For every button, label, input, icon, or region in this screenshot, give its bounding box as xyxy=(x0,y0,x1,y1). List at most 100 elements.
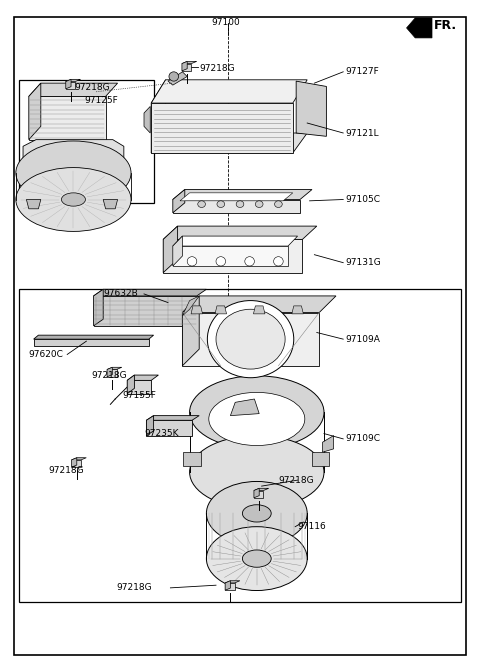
Polygon shape xyxy=(296,81,326,136)
Ellipse shape xyxy=(274,257,283,266)
Polygon shape xyxy=(127,380,151,394)
Polygon shape xyxy=(151,133,307,153)
Polygon shape xyxy=(254,488,259,498)
Polygon shape xyxy=(107,370,117,377)
Text: 97127F: 97127F xyxy=(346,67,379,76)
Text: 97218G: 97218G xyxy=(117,583,152,593)
Polygon shape xyxy=(182,61,187,71)
Polygon shape xyxy=(254,491,264,498)
Ellipse shape xyxy=(275,201,282,207)
Bar xyxy=(19,289,461,602)
Polygon shape xyxy=(230,399,259,416)
Polygon shape xyxy=(29,83,41,140)
Polygon shape xyxy=(173,236,298,246)
Polygon shape xyxy=(151,80,307,103)
Ellipse shape xyxy=(190,376,324,449)
Polygon shape xyxy=(66,79,71,89)
Ellipse shape xyxy=(216,257,226,266)
Polygon shape xyxy=(292,306,303,314)
Text: 97155F: 97155F xyxy=(122,391,156,400)
Text: 97131G: 97131G xyxy=(346,258,381,267)
Ellipse shape xyxy=(245,257,254,266)
Polygon shape xyxy=(163,226,178,273)
Polygon shape xyxy=(173,246,288,266)
Polygon shape xyxy=(225,583,235,591)
Ellipse shape xyxy=(217,201,225,207)
Polygon shape xyxy=(26,200,41,209)
Polygon shape xyxy=(103,200,118,209)
Polygon shape xyxy=(94,296,197,326)
Polygon shape xyxy=(107,367,112,377)
Text: 97100: 97100 xyxy=(211,17,240,27)
Ellipse shape xyxy=(190,436,324,509)
Polygon shape xyxy=(72,458,86,460)
Polygon shape xyxy=(146,416,199,420)
Ellipse shape xyxy=(242,505,271,522)
Polygon shape xyxy=(183,452,201,466)
Text: 97235K: 97235K xyxy=(144,429,179,438)
Text: 97218G: 97218G xyxy=(199,64,235,73)
Polygon shape xyxy=(182,296,199,316)
Polygon shape xyxy=(127,375,158,380)
Polygon shape xyxy=(163,226,317,239)
Polygon shape xyxy=(173,200,300,213)
Polygon shape xyxy=(144,106,150,133)
Text: 97109C: 97109C xyxy=(346,434,381,444)
Text: 97620C: 97620C xyxy=(29,350,64,359)
Ellipse shape xyxy=(16,168,131,231)
Ellipse shape xyxy=(206,481,307,545)
Polygon shape xyxy=(23,140,124,170)
Polygon shape xyxy=(168,72,187,85)
Polygon shape xyxy=(163,239,302,273)
Polygon shape xyxy=(151,103,293,153)
Polygon shape xyxy=(225,581,230,591)
Polygon shape xyxy=(29,96,106,140)
Ellipse shape xyxy=(255,201,263,207)
Polygon shape xyxy=(407,18,432,38)
Polygon shape xyxy=(253,306,265,314)
Text: 97218G: 97218G xyxy=(91,371,127,380)
Polygon shape xyxy=(127,375,134,394)
Polygon shape xyxy=(182,313,319,366)
Polygon shape xyxy=(94,289,103,326)
Polygon shape xyxy=(254,488,269,491)
Ellipse shape xyxy=(206,527,307,591)
Text: 97105C: 97105C xyxy=(346,195,381,204)
Polygon shape xyxy=(173,236,182,266)
Polygon shape xyxy=(173,190,312,200)
Polygon shape xyxy=(323,436,334,452)
Text: 97632B: 97632B xyxy=(103,289,138,299)
Polygon shape xyxy=(312,452,329,466)
Text: 97218G: 97218G xyxy=(48,465,84,475)
Ellipse shape xyxy=(16,141,131,205)
Ellipse shape xyxy=(169,72,179,81)
Polygon shape xyxy=(34,339,149,346)
Polygon shape xyxy=(34,335,154,339)
Polygon shape xyxy=(191,306,203,314)
Ellipse shape xyxy=(187,257,197,266)
Text: 97218G: 97218G xyxy=(278,475,314,485)
Text: 97109A: 97109A xyxy=(346,334,381,344)
Polygon shape xyxy=(182,296,336,313)
Polygon shape xyxy=(146,420,192,436)
Text: 97116: 97116 xyxy=(298,522,326,531)
Ellipse shape xyxy=(242,550,271,567)
Ellipse shape xyxy=(209,392,305,446)
Polygon shape xyxy=(225,581,240,583)
Polygon shape xyxy=(66,79,81,82)
Polygon shape xyxy=(182,296,199,366)
Ellipse shape xyxy=(61,193,85,206)
Polygon shape xyxy=(72,460,81,467)
Polygon shape xyxy=(182,64,192,71)
Polygon shape xyxy=(182,61,197,64)
Polygon shape xyxy=(66,82,75,89)
Ellipse shape xyxy=(207,301,294,378)
Text: 97218G: 97218G xyxy=(74,83,110,92)
Polygon shape xyxy=(29,83,118,96)
Ellipse shape xyxy=(216,309,285,369)
Polygon shape xyxy=(151,80,166,153)
Polygon shape xyxy=(215,306,227,314)
Polygon shape xyxy=(94,289,206,296)
Bar xyxy=(19,80,154,203)
Polygon shape xyxy=(146,416,154,436)
